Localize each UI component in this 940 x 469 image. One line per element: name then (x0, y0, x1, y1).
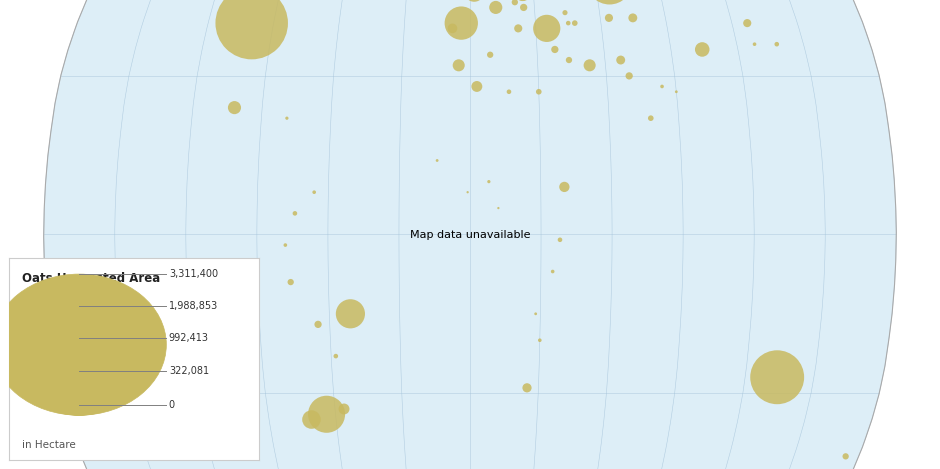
Point (625, 14, 640, 22)
Point (643, 114, 658, 122)
Point (328, 352, 343, 360)
Point (553, 236, 568, 243)
Point (283, 278, 298, 286)
Point (491, 204, 506, 212)
Point (481, 178, 496, 185)
Point (557, 9, 572, 16)
Text: 1,988,853: 1,988,853 (169, 301, 218, 311)
Point (747, 40, 762, 48)
Point (561, 56, 576, 64)
Point (319, 410, 334, 418)
Circle shape (73, 405, 86, 415)
Text: in Hectare: in Hectare (22, 439, 75, 449)
Point (337, 405, 352, 413)
Point (520, 384, 535, 392)
Point (469, 83, 484, 90)
Text: 3,311,400: 3,311,400 (169, 269, 218, 279)
Point (561, 19, 576, 27)
Point (460, 189, 475, 196)
Point (567, 19, 582, 27)
Point (454, 19, 469, 27)
Text: 0: 0 (169, 400, 175, 410)
Point (501, 88, 516, 96)
Point (482, 51, 497, 59)
Circle shape (31, 338, 127, 415)
Point (306, 189, 321, 196)
Point (769, 40, 784, 48)
Point (668, 88, 683, 96)
Point (695, 45, 710, 53)
Point (582, 61, 597, 69)
Point (510, 25, 525, 32)
Circle shape (11, 306, 147, 415)
Point (613, 56, 628, 64)
Point (343, 310, 358, 318)
Point (288, 210, 303, 217)
Point (451, 61, 466, 69)
Point (304, 416, 319, 424)
Point (496, 0, 511, 1)
Point (430, 157, 445, 164)
Point (227, 104, 242, 111)
Point (770, 373, 785, 381)
Circle shape (52, 371, 106, 415)
Point (531, 88, 546, 96)
Text: Oats Harvested Area: Oats Harvested Area (22, 272, 160, 285)
Point (279, 114, 294, 122)
Point (445, 25, 460, 32)
Point (740, 19, 755, 27)
Text: 322,081: 322,081 (169, 366, 209, 376)
Point (310, 321, 325, 328)
Point (838, 453, 854, 460)
Point (556, 183, 572, 191)
Text: 992,413: 992,413 (169, 333, 209, 343)
Point (516, 4, 531, 11)
Point (545, 268, 560, 275)
Point (621, 72, 636, 80)
Point (532, 336, 547, 344)
Point (278, 242, 293, 249)
Text: Map data unavailable: Map data unavailable (410, 229, 530, 240)
Point (244, 19, 259, 27)
Point (508, 0, 523, 6)
Point (654, 83, 669, 90)
Circle shape (0, 274, 166, 415)
PathPatch shape (43, 0, 897, 469)
Point (547, 45, 562, 53)
Point (602, 14, 617, 22)
Point (528, 310, 543, 318)
Point (540, 25, 555, 32)
Point (488, 4, 503, 11)
